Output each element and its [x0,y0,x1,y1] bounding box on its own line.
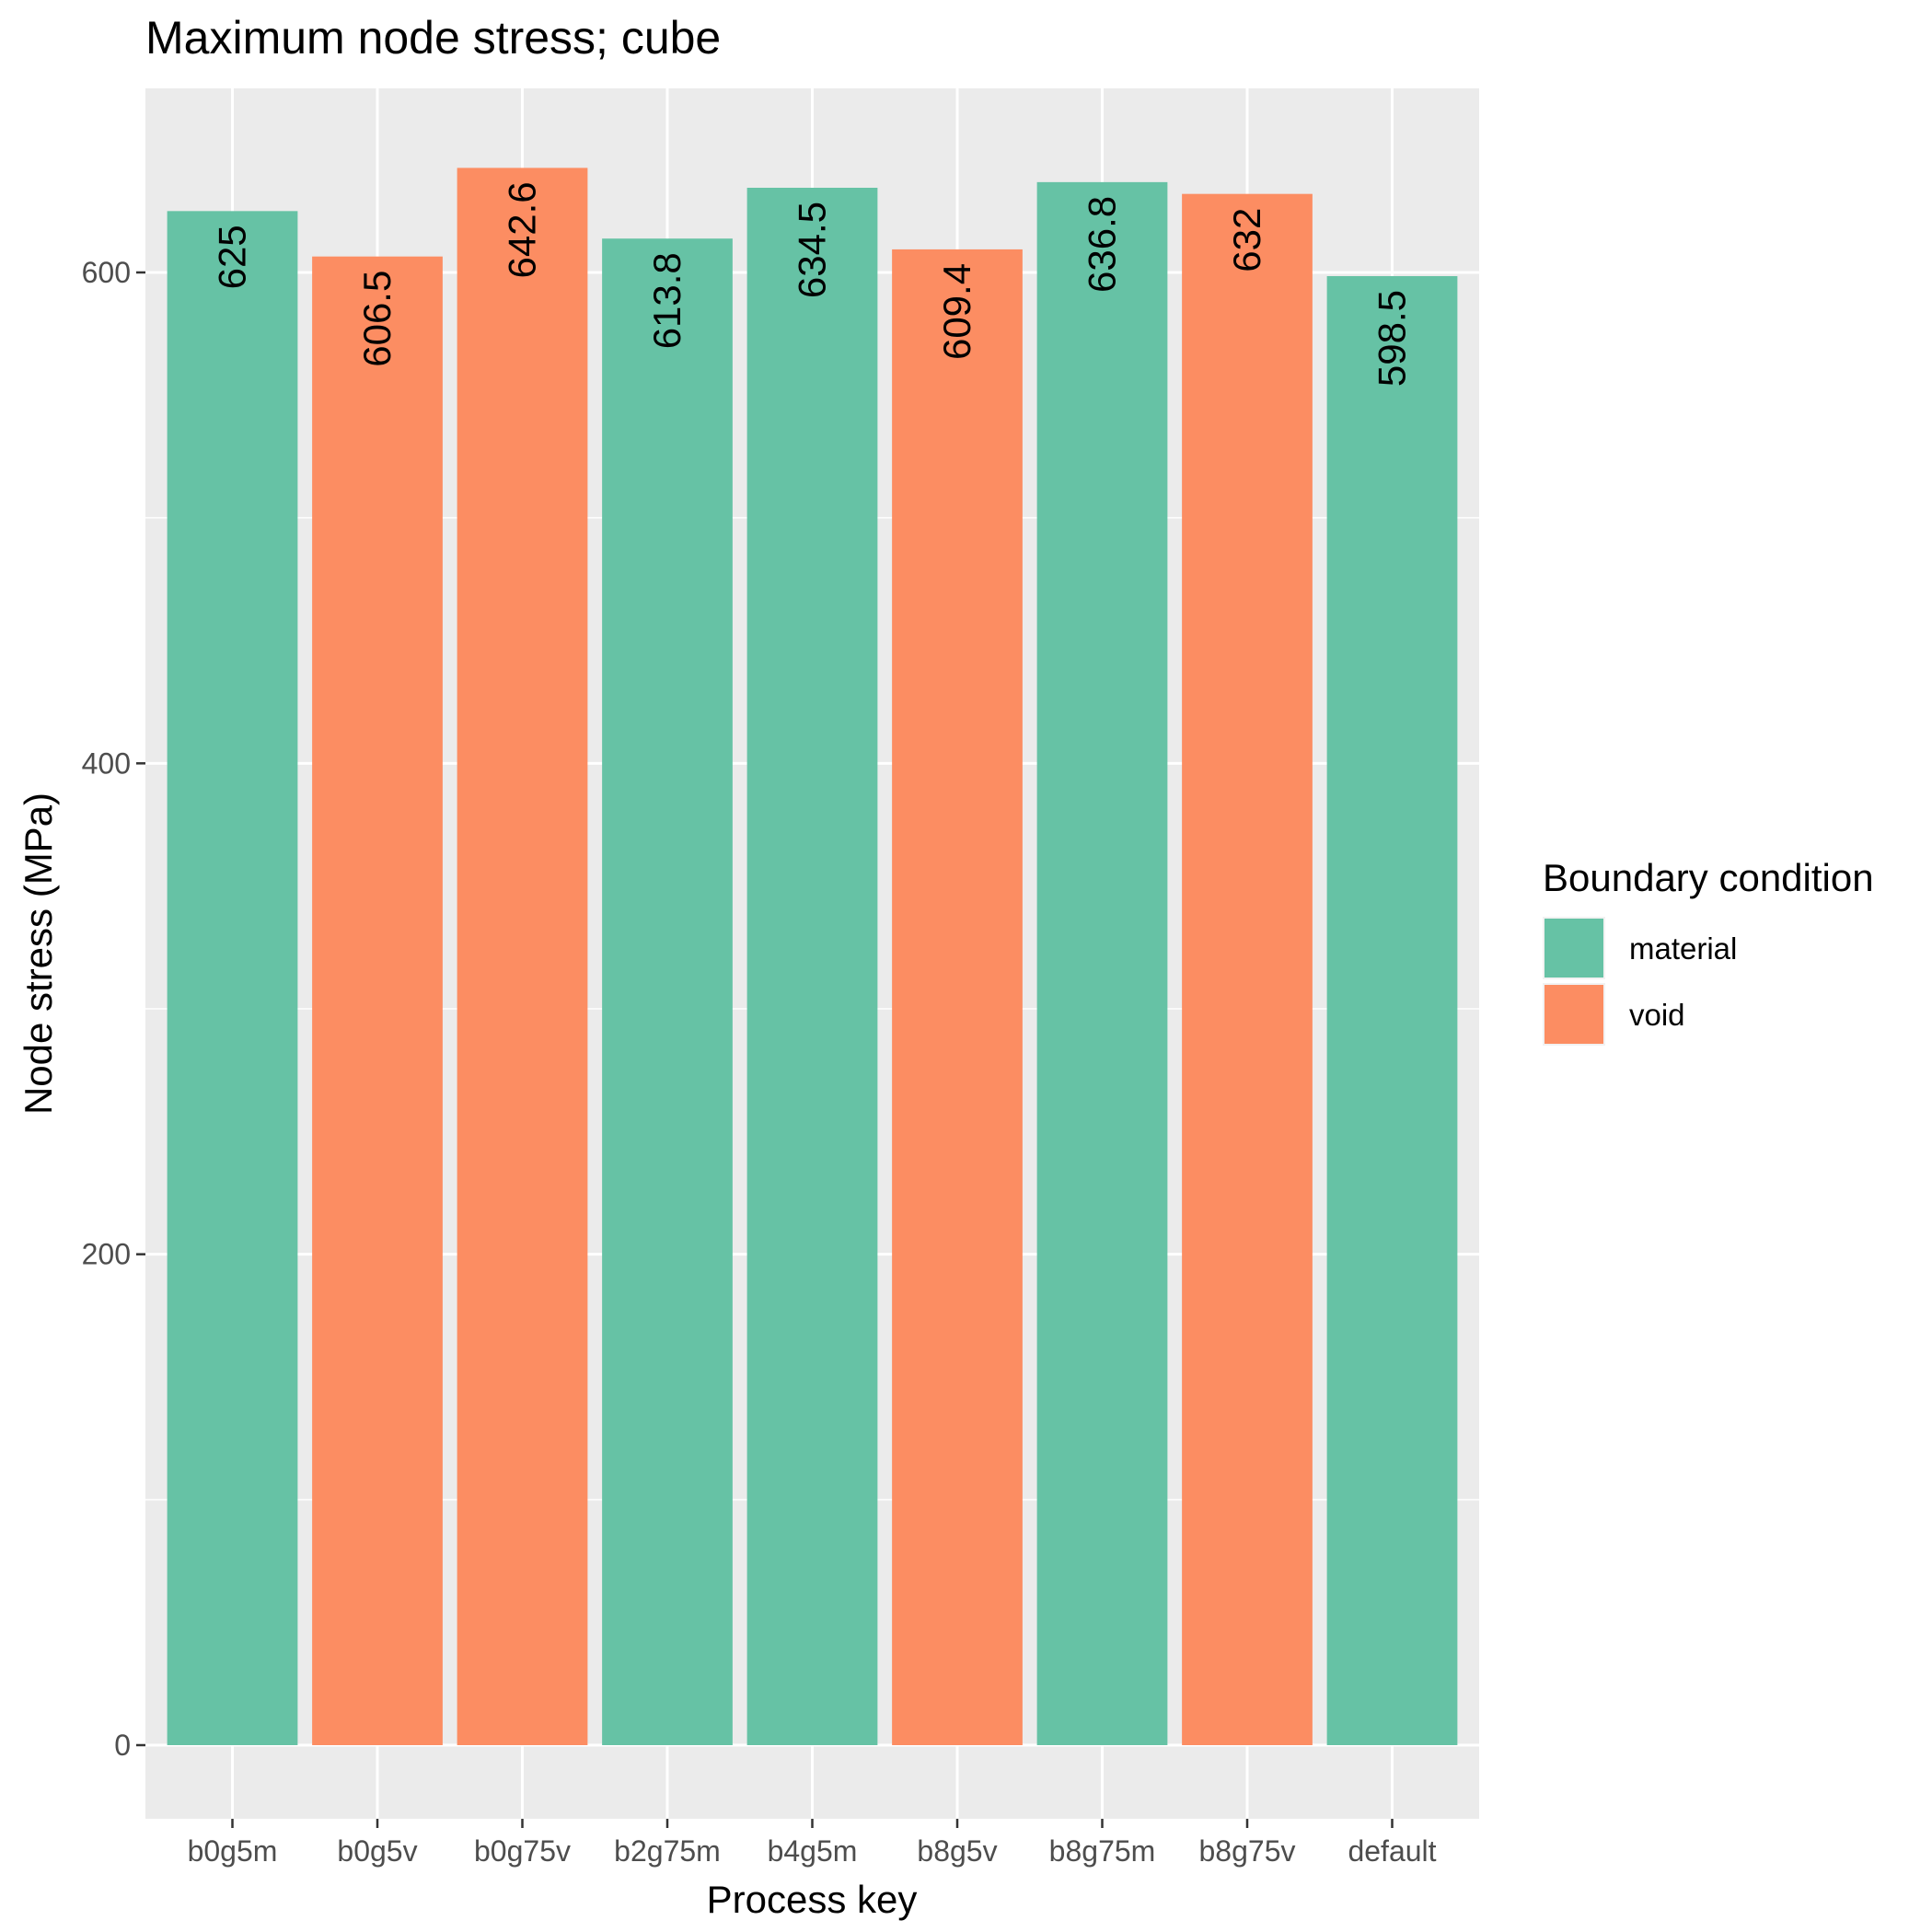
y-axis: 0 200 400 600 [82,256,145,1762]
legend-title: Boundary condition [1543,856,1874,899]
x-tick-label: b0g75v [474,1834,571,1868]
bar-value-label: 609.4 [935,263,978,360]
x-tick-label: b8g75m [1049,1834,1156,1868]
legend-swatch-void [1544,985,1603,1044]
bar-value-label: 634.5 [791,202,834,298]
bar-value-label: 606.5 [355,271,399,367]
bar-value-label: 613.8 [645,252,688,349]
y-tick-label: 0 [114,1729,131,1762]
bars [167,168,1458,1746]
bar-value-label: 632 [1225,208,1268,272]
bar-value-label: 598.5 [1371,290,1414,387]
bar-value-label: 625 [211,225,254,289]
x-tick-label: b8g75v [1199,1834,1296,1868]
bar-b8g75m [1036,181,1168,1745]
chart-title: Maximum node stress; cube [145,12,721,64]
legend: Boundary condition material void [1543,856,1874,1046]
x-tick-label: b2g75m [614,1834,721,1868]
bar-value-label: 636.8 [1081,196,1124,293]
bar-b2g75m [602,238,733,1746]
x-tick-label: default [1348,1834,1436,1868]
bar-value-labels: 625 606.5 642.6 613.8 634.5 609.4 636.8 632 598.… [211,181,1414,387]
bar-b0g5m [167,211,298,1745]
y-tick-label: 400 [82,746,131,780]
legend-items: material void [1543,917,1737,1046]
y-axis-title: Node stress (MPa) [17,792,60,1115]
x-tick-label: b0g5m [188,1834,278,1868]
x-tick-label: b4g5m [768,1834,858,1868]
legend-label-void: void [1629,998,1685,1032]
bar-default [1326,276,1458,1745]
legend-label-material: material [1629,931,1737,966]
x-axis-title: Process key [707,1878,918,1921]
bar-b0g75v [457,168,588,1745]
bar-b0g5v [312,256,443,1746]
legend-swatch-material [1544,919,1603,978]
x-tick-label: b0g5v [337,1834,417,1868]
bar-b8g5v [892,249,1023,1745]
x-tick-label: b8g5v [917,1834,997,1868]
bar-b4g5m [746,188,878,1745]
bar-value-label: 642.6 [501,181,544,278]
y-tick-label: 200 [82,1238,131,1271]
y-tick-label: 600 [82,256,131,289]
bar-b8g75v [1182,193,1313,1746]
x-axis: b0g5m b0g5v b0g75v b2g75m b4g5m b8g5v b8g75m b8… [188,1819,1437,1868]
